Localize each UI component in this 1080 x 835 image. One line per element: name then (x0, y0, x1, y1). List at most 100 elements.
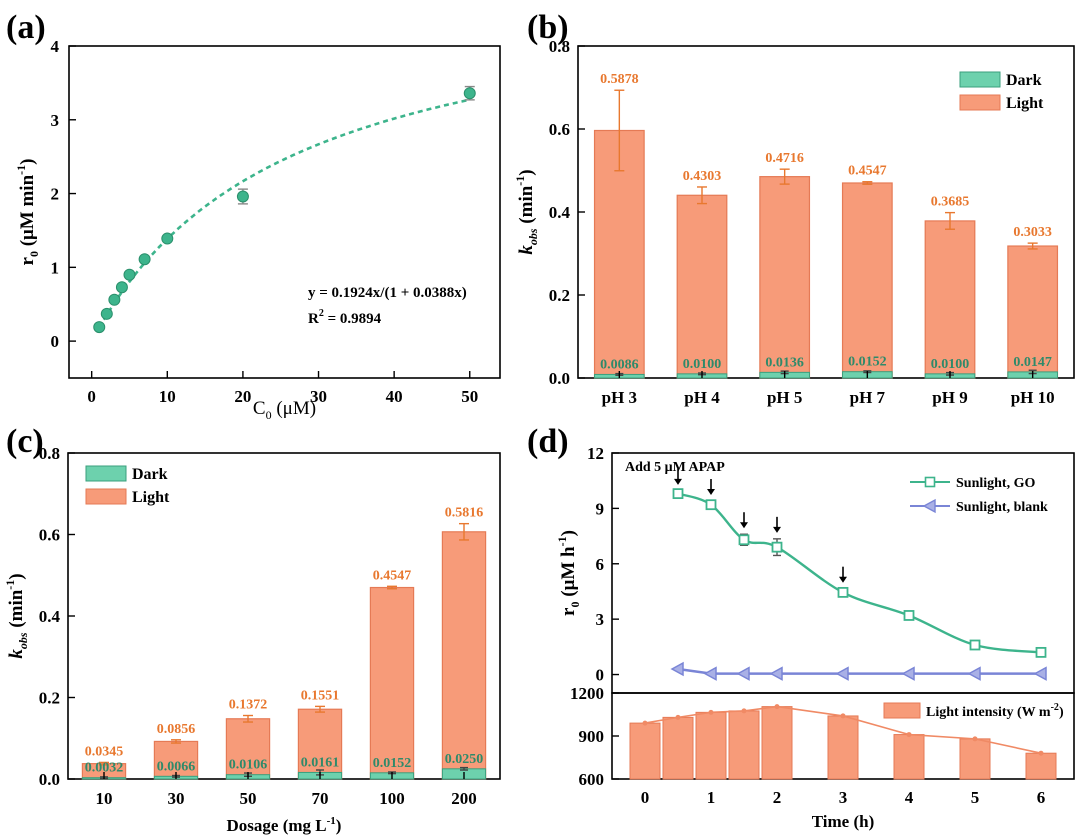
r2-sup: 2 (319, 308, 324, 319)
series-sunlight-go-point (837, 586, 849, 598)
value-label-dark: 0.0100 (683, 357, 722, 372)
value-label-light: 0.0345 (85, 744, 124, 759)
bar-light (369, 586, 415, 780)
value-label-dark: 0.0250 (445, 752, 484, 767)
legend-swatch-light (85, 488, 127, 505)
intensity-point (642, 720, 648, 726)
y-label-close: ) (516, 169, 537, 175)
y-label-sup: -1 (555, 536, 569, 546)
panel-b-chart: 0.0 0.2 0.4 0.6 0.8 0.5878 0.0086 pH 3 0.4303 0.0… (513, 37, 1075, 407)
x-label-main: Dosage (mg L (227, 816, 327, 835)
x-tick-label: pH 7 (850, 388, 886, 407)
x-tick-label: 70 (312, 789, 329, 808)
intensity-point (708, 709, 714, 715)
intensity-bar (695, 711, 727, 780)
y-tick-label: 3 (596, 610, 605, 629)
fit-curve (98, 98, 471, 329)
y-tick-label: 0.8 (39, 444, 60, 463)
value-label-light: 0.0856 (157, 722, 196, 737)
r2-value: = 0.9894 (324, 311, 382, 327)
series-sunlight-go-line (677, 492, 1042, 654)
value-label-light: 0.1372 (229, 698, 268, 713)
bar-light (297, 708, 343, 780)
intensity-bar (662, 716, 694, 780)
y-label-main: r (558, 607, 579, 616)
series-sunlight-blank-point (1033, 666, 1047, 681)
y-tick-label: 0 (51, 332, 60, 351)
series-sunlight-go-point (705, 499, 717, 511)
y-tick-label: 12 (587, 444, 604, 463)
x-tick-label: 10 (96, 789, 113, 808)
arrow-head (740, 522, 748, 529)
y-label-unit: (min (6, 589, 27, 632)
y-label-main: k (516, 245, 537, 255)
y-label-close: ) (17, 159, 38, 165)
series-sunlight-blank-point (769, 666, 783, 681)
legend-label-light: Light (1006, 95, 1044, 112)
x-axis-label: Dosage (mg L-1) (227, 815, 342, 835)
y-tick-label: 900 (579, 727, 605, 746)
legend-label-light-intensity: Light intensity (W m-2) (926, 702, 1064, 720)
y-axis-label: kobs (min-1) (3, 573, 30, 658)
arrow-head (707, 489, 715, 495)
y-label-sub: 0 (27, 251, 41, 257)
series-sunlight-go-point (738, 534, 750, 546)
panel-b-label: (b) (527, 9, 569, 46)
y-label-unit: (μM min (17, 174, 38, 251)
bar-light (841, 182, 893, 379)
intensity-point (675, 714, 681, 720)
x-tick-label: pH 3 (602, 388, 637, 407)
legend-label-sunlight-blank: Sunlight, blank (956, 500, 1048, 515)
y-label-sub: 0 (568, 602, 582, 608)
x-tick-label: 50 (240, 789, 257, 808)
intensity-point (741, 708, 747, 714)
value-label-light: 0.4716 (765, 151, 804, 166)
panel-c-label: (c) (6, 423, 44, 460)
arrow-head (773, 526, 781, 533)
x-tick-label: 50 (461, 387, 478, 406)
value-label-dark: 0.0136 (765, 355, 804, 370)
r-squared: R2 = 0.9894 (308, 308, 382, 327)
x-tick-label: 200 (451, 789, 477, 808)
x-axis-label: C0 (μM) (253, 398, 316, 422)
legend-swatch-dark (85, 465, 127, 482)
value-label-dark: 0.0106 (229, 758, 268, 773)
y-tick-label: 0.2 (39, 689, 60, 708)
legend-swatch-light-intensity (883, 702, 921, 719)
y-label-sup: -1 (3, 580, 17, 590)
x-tick-label: 1 (707, 788, 716, 807)
y-tick-label: 0.8 (549, 37, 570, 56)
y-tick-label: 0.4 (549, 203, 571, 222)
x-tick-label: 100 (379, 789, 405, 808)
legend-label-dark: Dark (132, 466, 168, 483)
y-tick-label: 2 (51, 185, 60, 204)
x-tick-label: 20 (234, 387, 251, 406)
y-label-main: r (17, 256, 38, 265)
value-label-dark: 0.0152 (848, 355, 887, 370)
x-axis-label: Time (h) (812, 812, 875, 831)
panel-c-chart: 0.0 0.2 0.4 0.6 0.8 0.0345 0.0032 10 0.0856 0.006… (3, 444, 501, 835)
legend-swatch-light (959, 94, 1001, 111)
y-tick-label: 0 (596, 666, 605, 685)
legend-light-main: Light intensity (W m (926, 705, 1051, 720)
x-label-sub: 0 (266, 408, 272, 422)
bar-light (924, 220, 976, 379)
bar-light (676, 194, 728, 379)
y-tick-label: 600 (579, 770, 605, 789)
intensity-point (840, 713, 846, 719)
y-tick-label: 0.0 (549, 369, 570, 388)
data-point (161, 232, 174, 245)
bar-light (225, 718, 271, 780)
intensity-bar (893, 734, 925, 780)
value-label-dark: 0.0066 (157, 759, 196, 774)
legend-marker-go (924, 476, 936, 488)
y-tick-label: 0.6 (39, 526, 60, 545)
legend-label-light: Light (132, 489, 170, 506)
panel-a-label: (a) (6, 9, 46, 46)
x-tick-label: 30 (310, 387, 327, 406)
y-tick-label: 4 (51, 37, 60, 56)
arrow-head (839, 576, 847, 583)
